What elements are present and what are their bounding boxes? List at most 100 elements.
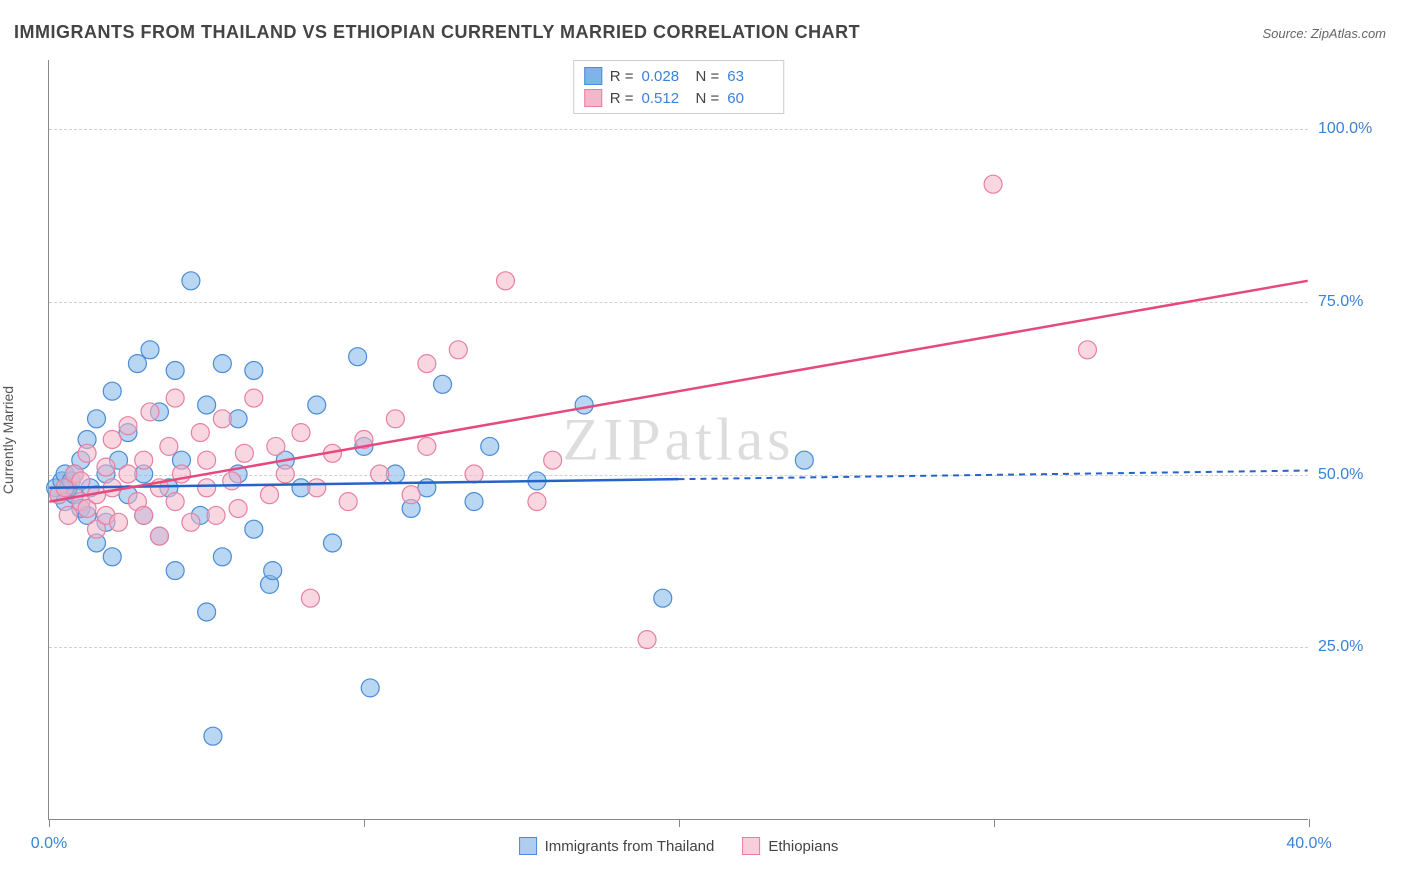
scatter-point xyxy=(223,472,241,490)
scatter-point xyxy=(402,486,420,504)
x-tick xyxy=(49,819,50,827)
x-tick-label: 0.0% xyxy=(31,835,67,853)
scatter-point xyxy=(198,603,216,621)
scatter-point xyxy=(59,506,77,524)
scatter-point xyxy=(191,424,209,442)
regression-line xyxy=(49,281,1307,502)
scatter-point xyxy=(119,417,137,435)
scatter-point xyxy=(1078,341,1096,359)
x-tick xyxy=(994,819,995,827)
scatter-point xyxy=(465,493,483,511)
scatter-point xyxy=(481,437,499,455)
scatter-point xyxy=(339,493,357,511)
stats-legend: R = 0.028 N = 63 R = 0.512 N = 60 xyxy=(573,60,785,114)
scatter-point xyxy=(528,493,546,511)
scatter-point xyxy=(213,548,231,566)
y-tick-label: 25.0% xyxy=(1318,638,1388,656)
scatter-point xyxy=(638,631,656,649)
scatter-point xyxy=(88,410,106,428)
x-tick xyxy=(679,819,680,827)
scatter-point xyxy=(198,451,216,469)
x-tick xyxy=(364,819,365,827)
scatter-point xyxy=(229,500,247,518)
regression-line-dashed xyxy=(679,471,1308,480)
scatter-point xyxy=(182,513,200,531)
scatter-point xyxy=(198,479,216,497)
scatter-point xyxy=(323,534,341,552)
scatter-point xyxy=(984,175,1002,193)
scatter-point xyxy=(308,479,326,497)
scatter-point xyxy=(245,362,263,380)
plot-area: ZIPatlas 25.0%50.0%75.0%100.0% 0.0%40.0%… xyxy=(48,60,1308,820)
scatter-point xyxy=(97,458,115,476)
scatter-point xyxy=(308,396,326,414)
scatter-point xyxy=(166,562,184,580)
scatter-point xyxy=(198,396,216,414)
scatter-point xyxy=(204,727,222,745)
scatter-point xyxy=(449,341,467,359)
scatter-point xyxy=(654,589,672,607)
scatter-point xyxy=(119,465,137,483)
scatter-point xyxy=(182,272,200,290)
legend-swatch-ethiopians xyxy=(742,837,760,855)
scatter-point xyxy=(434,375,452,393)
x-tick xyxy=(1309,819,1310,827)
scatter-point xyxy=(386,410,404,428)
scatter-point xyxy=(213,355,231,373)
x-tick-label: 40.0% xyxy=(1286,835,1331,853)
scatter-point xyxy=(166,389,184,407)
n-value-ethiopians: 60 xyxy=(727,90,773,107)
legend-label-ethiopians: Ethiopians xyxy=(768,838,838,855)
scatter-point xyxy=(213,410,231,428)
scatter-point xyxy=(245,389,263,407)
scatter-point xyxy=(160,437,178,455)
y-tick-label: 75.0% xyxy=(1318,293,1388,311)
swatch-thailand xyxy=(584,67,602,85)
scatter-point xyxy=(418,437,436,455)
series-legend: Immigrants from Thailand Ethiopians xyxy=(519,837,839,855)
scatter-point xyxy=(261,486,279,504)
legend-label-thailand: Immigrants from Thailand xyxy=(545,838,715,855)
swatch-ethiopians xyxy=(584,89,602,107)
scatter-point xyxy=(245,520,263,538)
scatter-point xyxy=(78,444,96,462)
scatter-point xyxy=(276,465,294,483)
chart-title: IMMIGRANTS FROM THAILAND VS ETHIOPIAN CU… xyxy=(14,22,860,43)
scatter-point xyxy=(371,465,389,483)
n-value-thailand: 63 xyxy=(727,68,773,85)
scatter-point xyxy=(150,527,168,545)
scatter-point xyxy=(141,341,159,359)
y-tick-label: 100.0% xyxy=(1318,120,1388,138)
scatter-point xyxy=(135,506,153,524)
scatter-point xyxy=(465,465,483,483)
stats-row-ethiopians: R = 0.512 N = 60 xyxy=(584,87,774,109)
scatter-point xyxy=(292,424,310,442)
source-attribution: Source: ZipAtlas.com xyxy=(1262,26,1386,41)
scatter-point xyxy=(103,548,121,566)
scatter-point xyxy=(496,272,514,290)
y-axis-label: Currently Married xyxy=(0,386,16,494)
scatter-point xyxy=(110,513,128,531)
legend-item-thailand: Immigrants from Thailand xyxy=(519,837,715,855)
scatter-point xyxy=(103,431,121,449)
scatter-point xyxy=(267,437,285,455)
chart-container: IMMIGRANTS FROM THAILAND VS ETHIOPIAN CU… xyxy=(0,0,1406,892)
scatter-point xyxy=(235,444,253,462)
scatter-svg xyxy=(49,60,1308,819)
scatter-point xyxy=(361,679,379,697)
legend-swatch-thailand xyxy=(519,837,537,855)
legend-item-ethiopians: Ethiopians xyxy=(742,837,838,855)
scatter-point xyxy=(575,396,593,414)
scatter-point xyxy=(141,403,159,421)
scatter-point xyxy=(166,493,184,511)
scatter-point xyxy=(135,451,153,469)
scatter-point xyxy=(418,355,436,373)
scatter-point xyxy=(349,348,367,366)
scatter-point xyxy=(166,362,184,380)
scatter-point xyxy=(544,451,562,469)
scatter-point xyxy=(207,506,225,524)
r-value-ethiopians: 0.512 xyxy=(642,90,688,107)
scatter-point xyxy=(103,382,121,400)
stats-row-thailand: R = 0.028 N = 63 xyxy=(584,65,774,87)
scatter-point xyxy=(264,562,282,580)
